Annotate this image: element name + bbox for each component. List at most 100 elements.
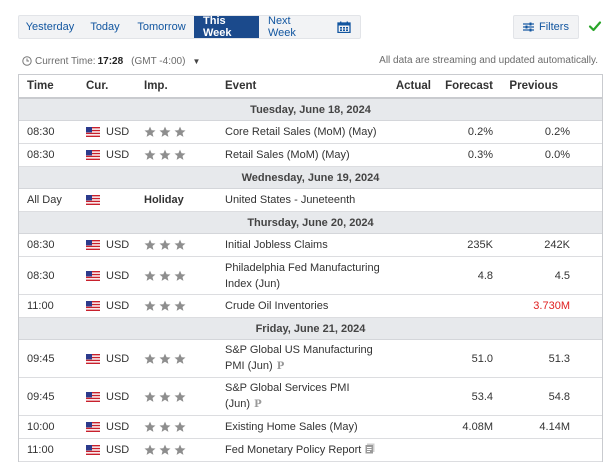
importance-star-icon xyxy=(159,353,171,364)
event-row[interactable]: All Day Holiday United States - Juneteenth xyxy=(19,189,602,212)
event-cell[interactable]: Retail Sales (MoM) (May) xyxy=(217,147,387,163)
event-row[interactable]: 11:00 USD Fed Monetary Policy Report xyxy=(19,439,602,462)
currency-cell: USD xyxy=(78,421,136,433)
time-cell: All Day xyxy=(27,194,62,206)
event-row[interactable]: 11:00 USD Crude Oil Inventories 3.730M xyxy=(19,295,602,318)
time-cell: 08:30 xyxy=(27,239,55,251)
event-name-link[interactable]: Philadelphia Fed Manufacturing Index (Ju… xyxy=(225,261,380,290)
event-cell[interactable]: S&P Global US Manufacturing PMI (Jun) P xyxy=(217,342,387,375)
time-cell: 10:00 xyxy=(27,421,55,433)
event-cell[interactable]: Initial Jobless Claims xyxy=(217,237,387,253)
us-flag-icon xyxy=(86,195,100,205)
day-header-row: Tuesday, June 18, 2024 xyxy=(19,99,602,121)
importance-cell xyxy=(136,444,217,456)
importance-star-icon xyxy=(144,149,156,160)
currency-code: USD xyxy=(106,390,130,403)
importance-star-icon xyxy=(144,421,156,432)
time-cell: 11:00 xyxy=(27,444,54,456)
event-row[interactable]: 10:00 USD Existing Home Sales (May) 4.08M 4.… xyxy=(19,416,602,439)
event-cell[interactable]: Core Retail Sales (MoM) (May) xyxy=(217,124,387,140)
current-time-selector[interactable]: Current Time: 17:28 (GMT -4:00) ▼ xyxy=(22,54,200,68)
filters-button[interactable]: Filters xyxy=(513,15,579,39)
event-row[interactable]: 08:30 USD Core Retail Sales (MoM) (May) 0.2… xyxy=(19,121,602,144)
importance-star-icon xyxy=(159,300,171,311)
importance-star-icon xyxy=(174,149,186,160)
importance-star-icon xyxy=(174,270,186,281)
event-cell[interactable]: United States - Juneteenth xyxy=(217,192,387,208)
event-cell[interactable]: Fed Monetary Policy Report xyxy=(217,442,387,458)
timezone-value: (GMT -4:00) xyxy=(131,55,186,67)
currency-cell xyxy=(78,195,136,205)
previous-cell: 3.730M xyxy=(533,300,570,312)
event-name-link[interactable]: Crude Oil Inventories xyxy=(225,300,329,312)
importance-star-icon xyxy=(144,239,156,250)
forecast-cell: 4.08M xyxy=(462,421,493,433)
tab-this-week[interactable]: This Week xyxy=(194,15,259,39)
event-cell[interactable]: Philadelphia Fed Manufacturing Index (Ju… xyxy=(217,260,387,292)
event-name-link[interactable]: Core Retail Sales (MoM) (May) xyxy=(225,126,377,138)
event-row[interactable]: 09:45 USD S&P Global US Manufacturing PMI … xyxy=(19,340,602,378)
importance-cell xyxy=(136,421,217,433)
us-flag-icon xyxy=(86,127,100,137)
time-cell: 08:30 xyxy=(27,269,55,282)
checkmark-icon xyxy=(588,21,602,32)
preliminary-badge: P xyxy=(254,399,262,410)
currency-code: USD xyxy=(106,126,130,138)
time-cell: 09:45 xyxy=(27,352,55,365)
importance-star-icon xyxy=(159,149,171,160)
date-tabs: Yesterday Today Tomorrow This Week Next … xyxy=(18,15,361,39)
event-name-link[interactable]: S&P Global US Manufacturing PMI (Jun) xyxy=(225,344,373,372)
currency-cell: USD xyxy=(78,239,136,251)
currency-cell: USD xyxy=(78,270,136,282)
currency-code: USD xyxy=(106,421,130,433)
currency-cell: USD xyxy=(78,149,136,161)
importance-star-icon xyxy=(159,444,171,455)
us-flag-icon xyxy=(86,422,100,432)
time-cell: 09:45 xyxy=(27,390,55,403)
event-name-link[interactable]: Initial Jobless Claims xyxy=(225,239,328,251)
event-cell[interactable]: Crude Oil Inventories xyxy=(217,298,387,314)
importance-star-icon xyxy=(159,270,171,281)
tab-tomorrow[interactable]: Tomorrow xyxy=(137,21,186,33)
currency-code: USD xyxy=(106,352,130,365)
streaming-note: All data are streaming and updated autom… xyxy=(379,55,598,66)
time-cell: 08:30 xyxy=(27,126,55,138)
currency-cell: USD xyxy=(78,126,136,138)
day-header-row: Thursday, June 20, 2024 xyxy=(19,212,602,234)
event-cell[interactable]: S&P Global Services PMI (Jun) P xyxy=(217,380,387,413)
us-flag-icon xyxy=(86,150,100,160)
previous-cell: 4.5 xyxy=(554,269,570,282)
calendar-button[interactable] xyxy=(328,16,360,38)
tab-next-week[interactable]: Next Week xyxy=(268,15,296,39)
forecast-cell: 0.3% xyxy=(467,149,493,161)
importance-star-icon xyxy=(174,444,186,455)
us-flag-icon xyxy=(86,240,100,250)
col-previous-header: Previous xyxy=(509,80,558,92)
currency-cell: USD xyxy=(78,444,136,456)
event-row[interactable]: 08:30 USD Initial Jobless Claims 235K 242K xyxy=(19,234,602,257)
event-name-link[interactable]: Fed Monetary Policy Report xyxy=(225,444,362,456)
event-name-link[interactable]: S&P Global Services PMI (Jun) xyxy=(225,382,350,410)
previous-cell: 51.3 xyxy=(548,352,570,365)
time-cell: 08:30 xyxy=(27,149,55,161)
chevron-down-icon: ▼ xyxy=(192,56,201,66)
importance-cell xyxy=(136,300,217,312)
event-name-link[interactable]: Retail Sales (MoM) (May) xyxy=(225,149,350,161)
event-row[interactable]: 08:30 USD Philadelphia Fed Manufacturing I… xyxy=(19,257,602,295)
importance-star-icon xyxy=(159,421,171,432)
forecast-cell: 51.0 xyxy=(471,352,493,365)
event-row[interactable]: 08:30 USD Retail Sales (MoM) (May) 0.3% 0.0% xyxy=(19,144,602,167)
event-row[interactable]: 09:45 USD S&P Global Services PMI (Jun) P 53… xyxy=(19,378,602,416)
importance-cell xyxy=(136,239,217,251)
tab-yesterday[interactable]: Yesterday xyxy=(25,21,75,33)
event-name-link[interactable]: United States - Juneteenth xyxy=(225,194,356,206)
document-icon[interactable] xyxy=(365,443,375,454)
us-flag-icon xyxy=(86,301,100,311)
tab-today[interactable]: Today xyxy=(90,21,120,33)
col-actual-header: Actual xyxy=(395,80,431,92)
event-cell[interactable]: Existing Home Sales (May) xyxy=(217,419,387,435)
holiday-label: Holiday xyxy=(144,194,184,206)
currency-code: USD xyxy=(106,269,130,282)
importance-star-icon xyxy=(144,270,156,281)
event-name-link[interactable]: Existing Home Sales (May) xyxy=(225,421,358,433)
